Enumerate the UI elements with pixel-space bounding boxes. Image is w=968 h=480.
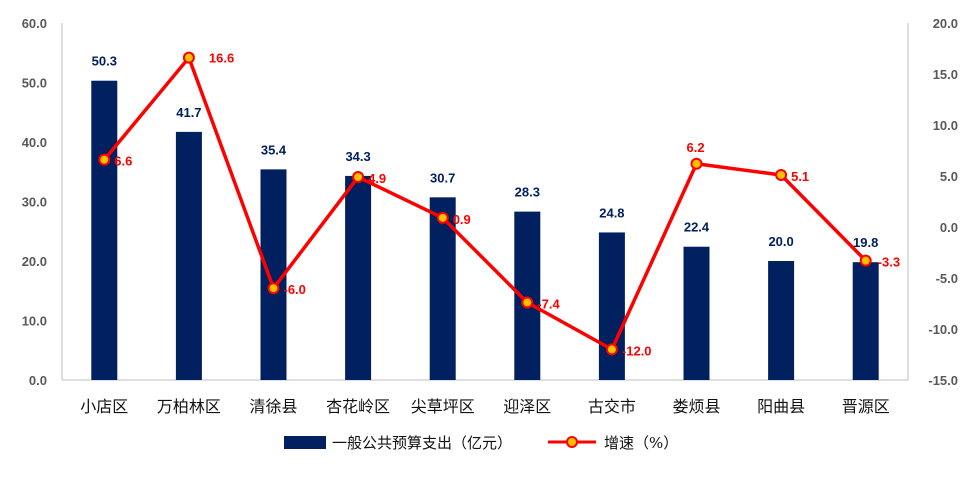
bar: [768, 261, 795, 380]
category-label: 万柏林区: [157, 397, 221, 416]
right-tick-label: 0.0: [940, 220, 958, 235]
growth-value-label: 5.1: [791, 169, 809, 184]
legend-bar-swatch: [284, 436, 326, 449]
right-tick-label: -10.0: [928, 322, 958, 337]
growth-value-label: -6.0: [284, 282, 306, 297]
legend: 一般公共预算支出（亿元） 增速（%）: [284, 434, 678, 452]
right-tick-label: 5.0: [940, 169, 958, 184]
bar: [91, 80, 118, 380]
growth-point: [859, 254, 872, 267]
growth-point: [775, 168, 788, 181]
right-tick-label: 15.0: [933, 67, 958, 82]
line-layer: [98, 51, 872, 356]
bar-value-label: 19.8: [853, 235, 878, 250]
growth-point: [690, 157, 703, 170]
left-tick-label: 0.0: [29, 373, 47, 388]
growth-value-label: -7.4: [537, 296, 560, 311]
category-label: 杏花岭区: [326, 397, 390, 416]
growth-point: [352, 171, 365, 184]
left-tick-label: 40.0: [22, 135, 47, 150]
legend-bar-label: 一般公共预算支出（亿元）: [332, 434, 512, 452]
right-tick-label: 20.0: [933, 16, 958, 31]
growth-value-label: 0.9: [453, 212, 471, 227]
bar-value-label: 30.7: [430, 170, 455, 185]
growth-value-label: -3.3: [878, 255, 900, 270]
labels-layer: 50.3 41.7 35.4 34.3 30.7 28.3 24.8 22.4 20.0 19.8…: [92, 51, 900, 359]
growth-point: [521, 296, 534, 309]
left-tick-label: 30.0: [22, 195, 47, 210]
growth-value-label: 6.6: [114, 154, 132, 169]
left-tick-label: 60.0: [22, 16, 47, 31]
growth-value-label: -12.0: [622, 343, 652, 358]
growth-value-label: 6.2: [687, 140, 705, 155]
bar: [598, 232, 625, 380]
bar-value-label: 24.8: [599, 205, 624, 220]
growth-point: [436, 211, 449, 224]
left-tick-label: 10.0: [22, 314, 47, 329]
growth-point: [267, 282, 280, 295]
left-tick-label: 50.0: [22, 76, 47, 91]
growth-point: [98, 153, 111, 166]
right-tick-label: -5.0: [936, 271, 958, 286]
category-label: 阳曲县: [757, 397, 805, 416]
legend-line-label: 增速（%）: [604, 434, 678, 452]
bar-value-label: 22.4: [684, 220, 710, 235]
left-tick-label: 20.0: [22, 254, 47, 269]
category-label: 晋源区: [842, 397, 890, 416]
bars-layer: [91, 80, 879, 380]
axes-layer: 0.0 10.0 20.0 30.0 40.0 50.0 60.0 -15.0 -10.0 -5.…: [22, 16, 958, 416]
growth-point: [605, 343, 618, 356]
bar: [852, 262, 879, 380]
bar-value-label: 50.3: [92, 54, 117, 69]
growth-value-label: 4.9: [368, 171, 386, 186]
bar-value-label: 28.3: [515, 185, 540, 200]
bar-value-label: 20.0: [768, 234, 793, 249]
growth-point: [182, 51, 195, 64]
bar-value-label: 35.4: [261, 142, 287, 157]
category-label: 清徐县: [249, 397, 297, 416]
bar-value-label: 41.7: [176, 105, 201, 120]
category-label: 娄烦县: [672, 397, 720, 416]
category-label: 小店区: [80, 397, 128, 416]
growth-line: [102, 55, 867, 352]
category-label: 尖草坪区: [411, 397, 475, 416]
bar: [683, 246, 710, 380]
bar: [175, 131, 202, 380]
category-label: 迎泽区: [503, 397, 551, 416]
right-tick-label: 10.0: [933, 118, 958, 133]
category-label: 古交市: [588, 397, 636, 416]
bar-value-label: 34.3: [345, 149, 370, 164]
growth-value-label: 16.6: [209, 51, 234, 66]
right-tick-label: -15.0: [928, 373, 958, 388]
bar: [345, 175, 372, 380]
legend-line-marker: [566, 436, 578, 448]
